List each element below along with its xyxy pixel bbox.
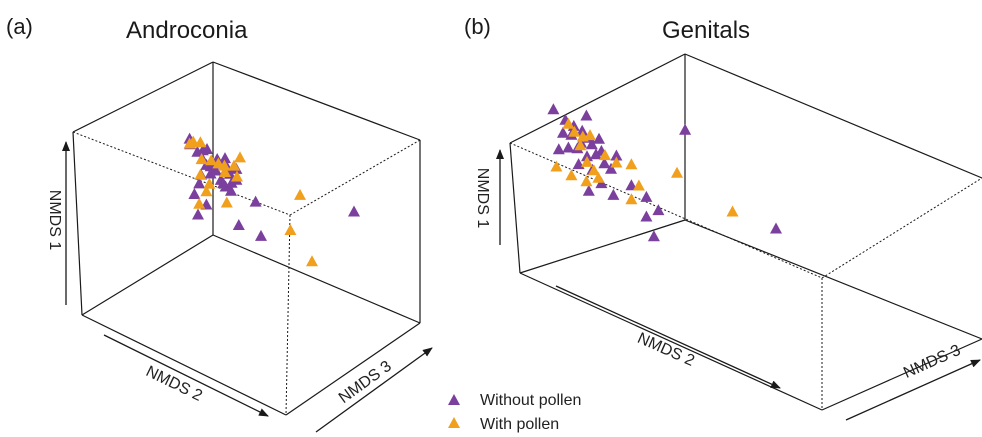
data-point-with bbox=[294, 188, 306, 200]
data-point-with bbox=[193, 197, 206, 209]
data-point-with bbox=[599, 149, 611, 161]
panel-title-a: Androconia bbox=[126, 17, 248, 44]
data-point-with bbox=[284, 223, 297, 235]
axis-label-nmds1-b: NMDS 1 bbox=[474, 168, 491, 229]
data-point-without bbox=[580, 109, 593, 121]
data-point-with bbox=[183, 137, 196, 149]
axis-label-nmds1-a: NMDS 1 bbox=[46, 190, 63, 251]
plot-box-a bbox=[72, 61, 421, 416]
data-point-with bbox=[581, 155, 593, 167]
data-point-with bbox=[228, 159, 240, 171]
points-a bbox=[183, 132, 360, 267]
data-point-without bbox=[219, 180, 232, 192]
data-point-without bbox=[201, 142, 213, 154]
panel-letter-b: (b) bbox=[464, 14, 491, 39]
data-point-without bbox=[552, 143, 565, 155]
data-point-with bbox=[234, 151, 246, 163]
data-point-without bbox=[605, 162, 617, 174]
data-point-with bbox=[625, 158, 638, 170]
data-point-without bbox=[576, 124, 589, 136]
data-point-without bbox=[581, 150, 593, 162]
data-point-without bbox=[585, 138, 598, 150]
data-point-with bbox=[726, 205, 739, 217]
data-point-without bbox=[225, 184, 237, 196]
axis-arrow-nmds2-b bbox=[555, 285, 781, 389]
data-point-without bbox=[647, 230, 660, 242]
axis-arrow-nmds2-a bbox=[103, 334, 269, 417]
axis-arrow-nmds3-b bbox=[845, 359, 981, 421]
legend: Without pollen With pollen bbox=[448, 392, 581, 433]
data-point-without bbox=[192, 208, 204, 220]
data-point-with bbox=[231, 170, 243, 182]
data-point-without bbox=[607, 188, 620, 200]
data-point-without bbox=[652, 204, 665, 216]
legend-label-with-pollen: With pollen bbox=[480, 416, 559, 433]
data-point-with bbox=[580, 175, 593, 187]
data-point-with bbox=[200, 185, 213, 197]
data-point-without bbox=[557, 126, 569, 138]
legend-label-without-pollen: Without pollen bbox=[480, 392, 581, 409]
data-point-with bbox=[550, 160, 563, 172]
legend-marker-with-pollen bbox=[448, 417, 460, 428]
plot-box-b bbox=[509, 53, 982, 411]
points-b bbox=[547, 103, 782, 242]
data-point-without bbox=[640, 210, 653, 222]
panel-a: (a) Androconia NMDS 1 NMDS 2 NMDS 3 bbox=[6, 14, 433, 433]
legend-marker-without-pollen bbox=[448, 394, 460, 405]
data-point-without bbox=[547, 103, 560, 115]
data-point-with bbox=[632, 179, 645, 191]
data-point-without bbox=[210, 164, 222, 176]
data-point-without bbox=[582, 184, 595, 196]
data-point-without bbox=[232, 219, 245, 230]
data-point-with bbox=[625, 193, 638, 205]
panel-letter-a: (a) bbox=[6, 14, 33, 39]
data-point-with bbox=[671, 166, 683, 178]
data-point-with bbox=[218, 159, 231, 171]
data-point-without bbox=[193, 177, 206, 189]
plot-box-b-dashed bbox=[509, 142, 982, 410]
data-point-without bbox=[640, 190, 653, 202]
data-point-with bbox=[574, 139, 587, 151]
data-point-with bbox=[568, 125, 581, 137]
data-point-with bbox=[220, 196, 233, 208]
panel-title-b: Genitals bbox=[662, 17, 750, 44]
axis-label-nmds3-b: NMDS 3 bbox=[901, 342, 963, 382]
data-point-without bbox=[219, 152, 231, 164]
axis-arrow-nmds3-a bbox=[315, 347, 433, 433]
data-point-with bbox=[584, 129, 596, 141]
data-point-with bbox=[194, 136, 207, 148]
data-point-with bbox=[194, 168, 207, 180]
data-point-without bbox=[679, 123, 692, 135]
data-point-with bbox=[203, 177, 216, 189]
data-point-without bbox=[770, 222, 782, 234]
data-point-without bbox=[255, 229, 267, 241]
data-point-without bbox=[188, 187, 201, 199]
data-point-with bbox=[562, 117, 575, 129]
data-point-with bbox=[205, 154, 218, 166]
data-point-without bbox=[204, 167, 217, 179]
data-point-without bbox=[593, 132, 605, 144]
axis-label-nmds3-a: NMDS 3 bbox=[336, 358, 395, 407]
data-point-with bbox=[610, 156, 623, 168]
data-point-without bbox=[610, 149, 623, 161]
data-point-without bbox=[598, 157, 611, 169]
data-point-without bbox=[191, 145, 204, 157]
data-point-with bbox=[587, 164, 600, 176]
data-point-without bbox=[348, 205, 360, 217]
data-point-with bbox=[219, 166, 231, 177]
data-point-without bbox=[562, 141, 575, 153]
data-point-with bbox=[195, 153, 208, 165]
data-point-without bbox=[625, 179, 638, 191]
data-point-with bbox=[306, 255, 318, 267]
data-point-with bbox=[592, 171, 605, 183]
panel-b: (b) Genitals NMDS 1 NMDS 2 NMDS 3 bbox=[464, 14, 982, 421]
data-point-without bbox=[590, 148, 602, 160]
data-point-with bbox=[565, 169, 578, 181]
data-point-without bbox=[225, 176, 238, 188]
data-point-without bbox=[249, 195, 262, 207]
